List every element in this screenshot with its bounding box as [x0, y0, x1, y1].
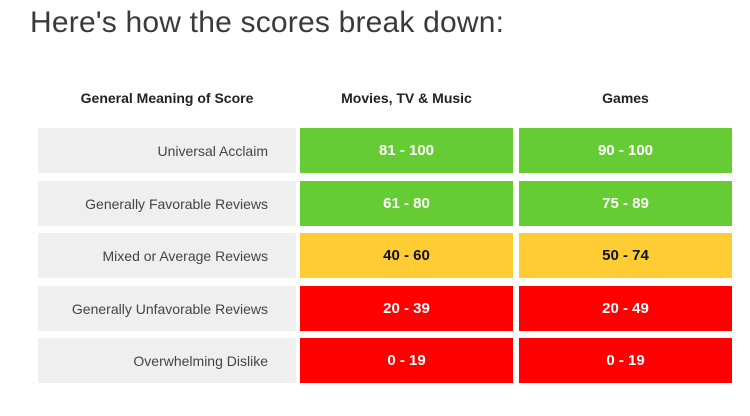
movies-score-range: 20 - 39: [300, 286, 513, 331]
games-score-range: 20 - 49: [519, 286, 732, 331]
column-header-games: Games: [602, 90, 649, 106]
score-row-mixed-average: Mixed or Average Reviews 40 - 60 50 - 74: [38, 233, 732, 278]
column-header-movies: Movies, TV & Music: [341, 90, 472, 106]
score-meaning-label: Mixed or Average Reviews: [38, 233, 296, 278]
page-heading: Here's how the scores break down:: [30, 6, 505, 39]
games-score-range: 90 - 100: [519, 128, 732, 173]
score-row-generally-favorable: Generally Favorable Reviews 61 - 80 75 -…: [38, 181, 732, 226]
score-meaning-label: Generally Favorable Reviews: [38, 181, 296, 226]
movies-score-range: 81 - 100: [300, 128, 513, 173]
games-score-range: 75 - 89: [519, 181, 732, 226]
score-row-generally-unfavorable: Generally Unfavorable Reviews 20 - 39 20…: [38, 286, 732, 331]
movies-score-range: 61 - 80: [300, 181, 513, 226]
movies-score-range: 40 - 60: [300, 233, 513, 278]
column-header-meaning: General Meaning of Score: [80, 90, 254, 106]
score-row-universal-acclaim: Universal Acclaim 81 - 100 90 - 100: [38, 128, 732, 173]
score-row-overwhelming-dislike: Overwhelming Dislike 0 - 19 0 - 19: [38, 338, 732, 383]
score-meaning-label: Generally Unfavorable Reviews: [38, 286, 296, 331]
score-meaning-label: Universal Acclaim: [38, 128, 296, 173]
games-score-range: 0 - 19: [519, 338, 732, 383]
games-score-range: 50 - 74: [519, 233, 732, 278]
movies-score-range: 0 - 19: [300, 338, 513, 383]
score-meaning-label: Overwhelming Dislike: [38, 338, 296, 383]
